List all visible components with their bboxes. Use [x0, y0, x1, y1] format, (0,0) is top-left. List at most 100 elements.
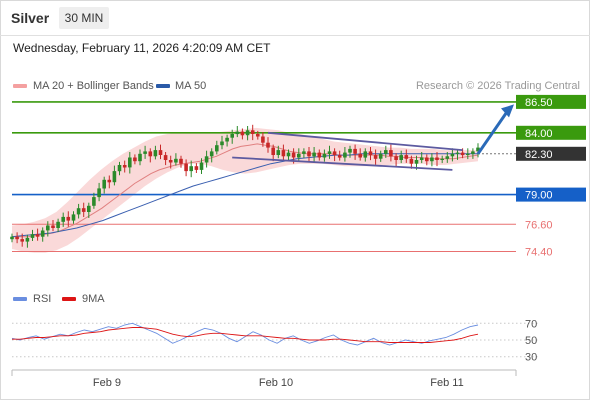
candle-body: [291, 152, 296, 158]
candle-body: [384, 150, 388, 154]
candle-body: [256, 134, 260, 137]
candle: [138, 149, 142, 166]
candle: [174, 153, 178, 166]
candle: [440, 155, 444, 164]
candle-body: [209, 151, 214, 157]
candle: [87, 202, 91, 218]
candle: [358, 148, 362, 161]
ma50-legend-label: MA 50: [175, 80, 207, 92]
candle: [240, 128, 245, 140]
candle: [10, 233, 14, 243]
candle: [204, 150, 209, 168]
candle: [297, 148, 301, 161]
candle: [158, 144, 163, 160]
candle: [363, 148, 368, 162]
candle-body: [148, 151, 153, 157]
candle: [389, 144, 393, 162]
rsi-ma-legend-swatch: [62, 297, 76, 301]
candle-body: [230, 134, 234, 138]
chart-credit: Research © 2026 Trading Central: [415, 80, 580, 92]
candle-body: [353, 148, 357, 154]
candle-body: [20, 239, 24, 242]
rsi-tick-30: 30: [525, 352, 537, 364]
candle: [122, 160, 127, 173]
candle-body: [373, 155, 378, 159]
candle-body: [466, 153, 470, 155]
candle: [71, 211, 76, 224]
candle: [25, 234, 30, 248]
level-label-text: 74.40: [525, 247, 553, 259]
time-axis: Feb 9 Feb 10 Feb 11: [11, 369, 517, 389]
rsi-legend-label: RSI: [33, 293, 52, 305]
x-tick-label: Feb 11: [430, 377, 463, 389]
chart-header: Silver 30 MIN: [0, 0, 590, 36]
rsi-ma-line: [12, 327, 479, 343]
candle-body: [143, 151, 147, 154]
candle: [51, 220, 55, 232]
candle: [40, 227, 45, 242]
candle-body: [445, 156, 450, 159]
interval-badge[interactable]: 30 MIN: [59, 7, 109, 29]
header-divider: [0, 35, 590, 36]
candle-body: [322, 153, 327, 158]
candle-body: [460, 152, 465, 156]
candle: [30, 229, 35, 241]
candle-body: [404, 155, 409, 159]
candle: [133, 154, 137, 165]
candle-body: [10, 236, 14, 240]
candle-body: [425, 157, 429, 162]
candle-body: [327, 151, 332, 154]
candle-body: [389, 150, 393, 157]
projection-arrow-shaft: [476, 109, 510, 155]
candle: [327, 145, 332, 159]
candle-body: [476, 147, 480, 152]
candle: [245, 126, 250, 141]
candle: [184, 159, 188, 177]
candle: [312, 147, 316, 163]
candle: [307, 147, 311, 162]
candle: [450, 148, 455, 162]
candle: [455, 149, 460, 160]
candle: [404, 149, 409, 163]
candle: [128, 152, 132, 174]
candle: [302, 148, 306, 158]
candle-body: [240, 131, 245, 136]
level-label-86.50: 86.50: [516, 94, 586, 109]
candle-body: [312, 152, 316, 157]
candle-body: [174, 158, 178, 163]
candle-body: [307, 151, 311, 157]
candle: [430, 153, 434, 167]
candle: [163, 152, 168, 166]
candle-body: [15, 236, 19, 240]
candle: [317, 149, 322, 161]
candle-body: [61, 216, 65, 222]
candle-body: [112, 171, 117, 183]
candle: [143, 145, 147, 159]
symbol-title: Silver: [11, 10, 50, 26]
candle: [153, 145, 158, 160]
candle-body: [368, 151, 373, 156]
candle: [281, 144, 286, 161]
rsi-legend-swatch: [13, 297, 27, 301]
candle: [179, 155, 183, 168]
rsi-ma-legend-label: 9MA: [82, 293, 105, 305]
candle: [102, 176, 106, 194]
candle: [35, 228, 40, 241]
candle-body: [471, 151, 475, 154]
candle: [215, 140, 219, 155]
candle-body: [409, 158, 414, 164]
channel-lower-line: [232, 156, 453, 171]
candle-body: [317, 152, 322, 158]
candle-body: [450, 153, 455, 157]
level-label-text: 76.60: [525, 219, 553, 231]
candle-body: [286, 152, 291, 157]
candle-body: [245, 130, 250, 136]
candle-body: [220, 141, 224, 146]
candle: [194, 163, 199, 173]
candle-body: [102, 179, 106, 189]
candle-body: [179, 158, 183, 164]
candle-body: [66, 216, 71, 221]
candle-body: [394, 156, 398, 160]
level-label-box: [516, 187, 586, 202]
candle-body: [281, 150, 286, 157]
